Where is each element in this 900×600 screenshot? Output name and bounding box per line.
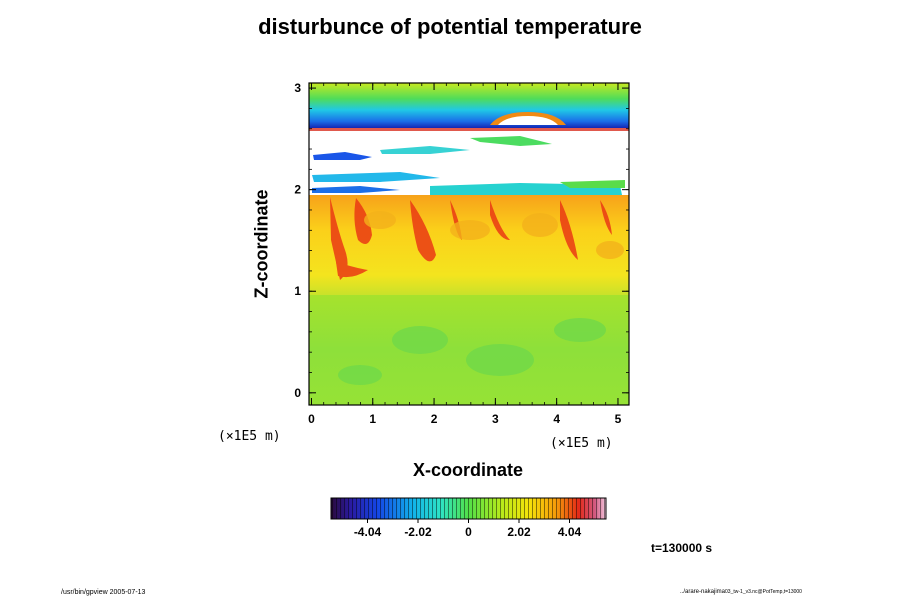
x-axis-label: X-coordinate xyxy=(412,460,523,480)
colorbar-tick-label: 2.02 xyxy=(507,525,531,539)
upper-layer xyxy=(309,83,629,128)
colorbar-tick-label: 0 xyxy=(465,525,472,539)
y-tick-label: 3 xyxy=(294,81,301,95)
cold-streaks xyxy=(312,136,625,195)
x-tick-label: 5 xyxy=(615,412,622,426)
field-image xyxy=(309,83,629,405)
chart-title: disturbunce of potential temperature xyxy=(258,14,642,39)
x-tick-label: 0 xyxy=(308,412,315,426)
footer-right: ../arare-nakajima03_tw-1_v3.nc@PotTemp,t… xyxy=(680,589,802,595)
warm-patches xyxy=(364,211,624,259)
footer-left: /usr/bin/gpview 2005-07-13 xyxy=(61,589,146,596)
x-tick-label: 1 xyxy=(369,412,376,426)
colorbar-tick-label: -4.04 xyxy=(354,525,382,539)
cool-patches xyxy=(338,318,606,385)
footer-right-sub: 03_tw-1_v3.nc@PotTemp,t=13000 xyxy=(725,589,802,595)
x-tick-label: 4 xyxy=(553,412,560,426)
colorbar-tick-label: 4.04 xyxy=(558,525,582,539)
y-axis-ticks: 0 1 2 3 xyxy=(294,81,629,400)
colorbar-tick-label: -2.02 xyxy=(404,525,432,539)
y-tick-label: 0 xyxy=(294,386,301,400)
y-axis-label: Z-coordinate xyxy=(251,189,272,299)
lower-layer xyxy=(309,293,629,405)
x-axis-ticks: 0 1 2 3 4 5 xyxy=(308,83,622,426)
colorbar-ticks: -4.04 -2.02 0 2.02 4.04 xyxy=(354,519,582,539)
x-tick-label: 3 xyxy=(492,412,499,426)
y-tick-label: 1 xyxy=(294,284,301,298)
x-tick-label: 2 xyxy=(431,412,438,426)
y-tick-label: 2 xyxy=(294,183,301,197)
footer-right-main: ../arare-nakajima xyxy=(680,589,726,595)
x-unit-label: (×1E5 m) xyxy=(550,436,613,451)
time-label: t=130000 s xyxy=(651,541,713,555)
plot-frame xyxy=(308,82,630,406)
z-unit-label: (×1E5 m) xyxy=(218,429,281,444)
